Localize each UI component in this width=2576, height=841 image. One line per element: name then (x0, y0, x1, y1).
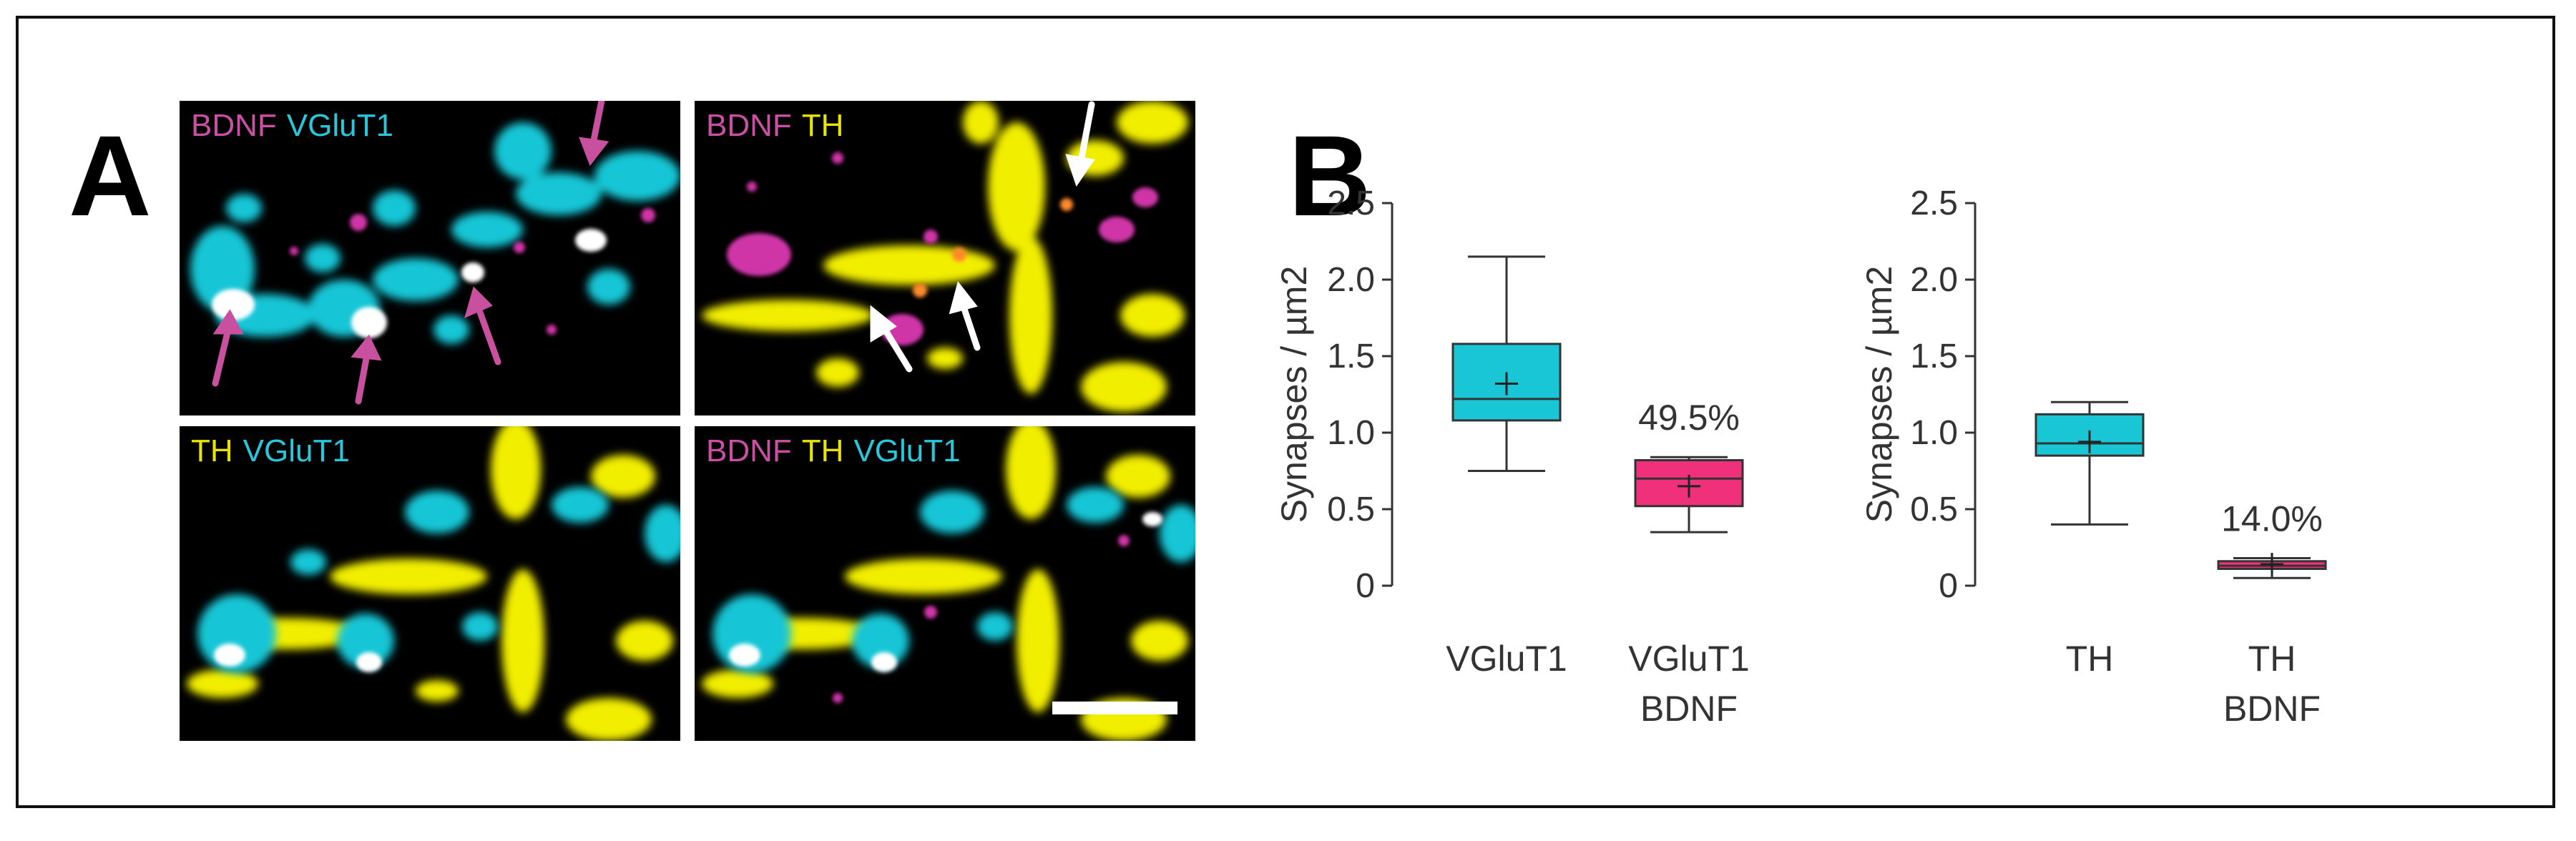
y-tick-label: 2.5 (1910, 185, 1958, 222)
x-category-label: VGluT1 (1446, 639, 1567, 679)
percent-annotation: 14.0% (2221, 498, 2323, 538)
y-tick-label: 1.5 (1327, 338, 1375, 375)
y-axis-label: Synapses / µm2 (1274, 266, 1314, 523)
channel-label: BDNF (706, 433, 792, 468)
micrograph-3-channel-labels: TH VGluT1 (191, 433, 360, 469)
y-tick-label: 0.5 (1910, 491, 1958, 528)
y-tick-label: 1.0 (1910, 414, 1958, 452)
scale-bar (1052, 702, 1177, 714)
y-tick-label: 0 (1356, 567, 1375, 605)
channel-label: TH (801, 433, 844, 468)
x-category-label: BDNF (1640, 689, 1738, 729)
micrograph-bdnf-vglut1: BDNF VGluT1 (180, 101, 680, 415)
box-plots: 0 0.5 1.0 1.5 2.0 2.5 Synapses / µm2 VGluT1 VGlu… (1274, 185, 2327, 729)
channel-label: TH (801, 108, 844, 143)
y-tick-label: 1.5 (1910, 338, 1958, 375)
micrograph-3-image (187, 426, 680, 741)
channel-label: TH (191, 433, 233, 468)
y-tick-label: 1.0 (1327, 414, 1375, 452)
micrograph-2-image (702, 101, 1188, 412)
channel-label: BDNF (191, 108, 277, 143)
x-category-label: BDNF (2223, 689, 2321, 729)
white-arrows (870, 101, 1095, 373)
y-tick-label: 2.0 (1910, 261, 1958, 299)
micrograph-1-channel-labels: BDNF VGluT1 (191, 108, 403, 144)
panel-b-letter: B (1288, 112, 1371, 240)
y-tick-label: 2.0 (1327, 261, 1375, 299)
y-tick-label: 0.5 (1327, 491, 1375, 528)
y-axis-label: Synapses / µm2 (1859, 266, 1899, 523)
micrograph-bdnf-th: BDNF TH (695, 101, 1195, 415)
y-tick-label: 2.5 (1327, 185, 1375, 222)
micrograph-th-vglut1: TH VGluT1 (180, 426, 680, 741)
figure-frame: A (16, 16, 2555, 808)
x-category-label: VGluT1 (1628, 639, 1750, 679)
magenta-arrows (212, 101, 609, 405)
x-category-label: TH (2248, 639, 2296, 679)
micrograph-4-channel-labels: BDNF TH VGluT1 (706, 433, 971, 469)
channel-label: BDNF (706, 108, 792, 143)
percent-annotation: 49.5% (1638, 398, 1740, 438)
y-tick-label: 0 (1939, 567, 1958, 605)
micrograph-1-image (190, 101, 680, 405)
micrograph-2-channel-labels: BDNF TH (706, 108, 853, 144)
channel-label: VGluT1 (286, 108, 393, 143)
channel-label: VGluT1 (853, 433, 961, 468)
x-category-label: TH (2066, 639, 2114, 679)
micrograph-4-image (702, 426, 1195, 741)
channel-label: VGluT1 (243, 433, 350, 468)
micrograph-bdnf-th-vglut1: BDNF TH VGluT1 (695, 426, 1195, 741)
box-body (2034, 413, 2145, 457)
panel-a-letter: A (69, 112, 152, 240)
